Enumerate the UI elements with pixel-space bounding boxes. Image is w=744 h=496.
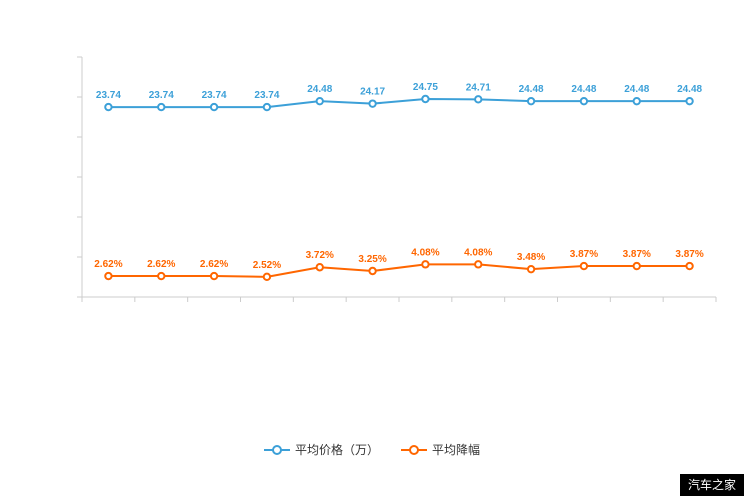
svg-text:2.52%: 2.52%: [253, 260, 281, 271]
svg-text:3.72%: 3.72%: [306, 250, 334, 261]
watermark-autohome: 汽车之家: [679, 474, 744, 496]
legend-dot-icon: [409, 445, 419, 455]
svg-text:2.62%: 2.62%: [94, 259, 122, 270]
legend-line-dot-marker-icon: [263, 444, 290, 456]
svg-text:4.08%: 4.08%: [464, 247, 492, 258]
legend-dot-icon: [271, 445, 282, 455]
svg-text:24.48: 24.48: [677, 84, 702, 95]
legend-item-avg-price[interactable]: 平均价格（万）: [263, 443, 379, 457]
svg-text:24.17: 24.17: [360, 87, 385, 98]
svg-text:24.48: 24.48: [571, 84, 596, 95]
legend-item-avg-discount[interactable]: 平均降幅: [401, 443, 480, 457]
svg-text:24.75: 24.75: [413, 82, 438, 93]
svg-text:23.74: 23.74: [254, 90, 279, 101]
svg-text:3.87%: 3.87%: [570, 249, 598, 260]
line-chart-canvas: 23.74 23.74 23.74 23.74 24.48 24.17 24.75 24.71…: [77, 56, 717, 302]
svg-text:23.74: 23.74: [202, 90, 227, 101]
legend-label-avg-discount: 平均降幅: [432, 443, 481, 457]
legend-line-dot-marker-icon: [401, 444, 427, 456]
svg-text:3.25%: 3.25%: [358, 254, 386, 265]
svg-text:2.62%: 2.62%: [147, 259, 175, 270]
chart-legend: 平均价格（万） 平均降幅: [0, 443, 744, 457]
svg-text:24.71: 24.71: [466, 82, 491, 93]
svg-text:24.48: 24.48: [519, 84, 544, 95]
svg-text:24.48: 24.48: [624, 84, 649, 95]
svg-text:23.74: 23.74: [149, 90, 174, 101]
legend-label-avg-price: 平均价格（万）: [294, 443, 379, 457]
svg-text:24.48: 24.48: [307, 84, 332, 95]
svg-text:23.74: 23.74: [96, 90, 121, 101]
svg-text:3.87%: 3.87%: [675, 249, 703, 260]
svg-text:4.08%: 4.08%: [411, 247, 439, 258]
svg-text:2.62%: 2.62%: [200, 259, 228, 270]
svg-text:3.48%: 3.48%: [517, 252, 545, 263]
svg-text:3.87%: 3.87%: [623, 249, 651, 260]
